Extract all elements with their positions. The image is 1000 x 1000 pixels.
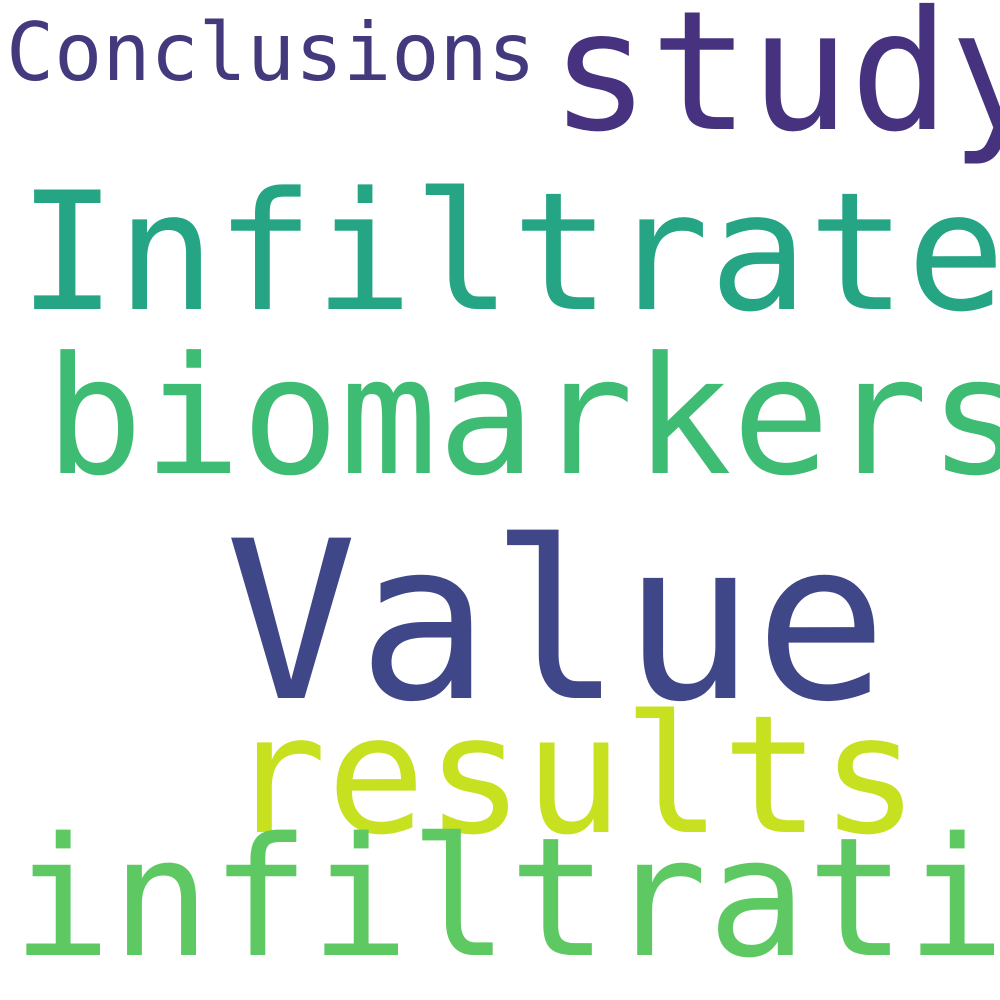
- word-results: results: [228, 680, 920, 871]
- word-conclusions: Conclusions: [6, 6, 536, 99]
- word-study: study: [550, 0, 1000, 169]
- word-value: Value: [225, 494, 888, 750]
- word-infiltration: infiltration: [12, 802, 1000, 994]
- word-infiltrates: Infiltrates: [18, 157, 1000, 348]
- word-biomarkers: biomarkers: [45, 323, 1000, 512]
